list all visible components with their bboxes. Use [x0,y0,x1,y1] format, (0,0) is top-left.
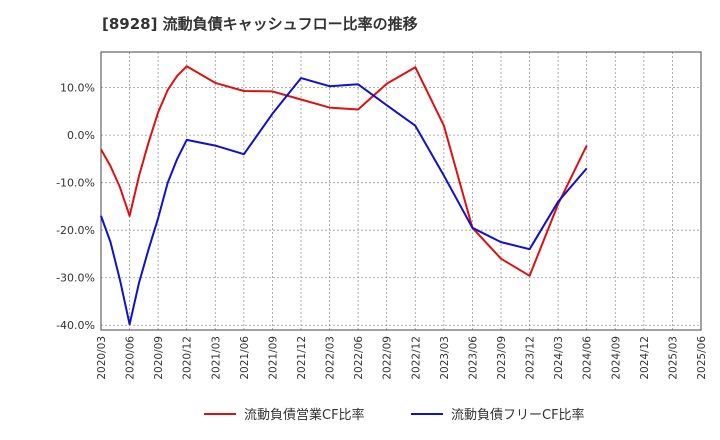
x-tick-label: 2021/03 [210,336,222,380]
x-tick-label: 2022/03 [325,336,337,380]
x-tick-label: 2025/06 [696,336,708,380]
legend-label: 流動負債フリーCF比率 [451,407,585,423]
x-tick-label: 2021/12 [296,336,308,380]
y-tick-label: -40.0% [56,319,95,332]
x-tick-label: 2022/06 [353,336,365,380]
x-tick-label: 2022/12 [410,336,422,380]
y-tick-label: -30.0% [56,272,95,285]
x-tick-label: 2023/03 [439,336,451,380]
x-tick-label: 2020/12 [182,336,194,380]
chart-title: [8928] 流動負債キャッシュフロー比率の推移 [102,15,418,33]
y-tick-label: -10.0% [56,177,95,190]
x-tick-label: 2023/09 [496,336,508,380]
x-tick-label: 2020/09 [153,336,165,380]
x-tick-label: 2023/06 [467,336,479,380]
x-tick-label: 2024/09 [610,336,622,380]
y-tick-label: -20.0% [56,224,95,237]
x-tick-label: 2022/09 [382,336,394,380]
legend-label: 流動負債営業CF比率 [244,407,365,423]
x-tick-label: 2024/12 [639,336,651,380]
series-line-operating-cf [100,65,588,277]
x-tick-label: 2025/03 [667,336,679,380]
x-tick-label: 2020/03 [96,336,108,380]
x-tick-label: 2020/06 [125,336,137,380]
series-line-free-cf [100,77,588,326]
x-tick-label: 2021/06 [239,336,251,380]
y-tick-label: 10.0% [60,82,95,95]
x-tick-label: 2021/09 [267,336,279,380]
y-tick-label: 0.0% [67,129,95,142]
x-tick-label: 2024/03 [553,336,565,380]
x-tick-label: 2023/12 [525,336,537,380]
x-tick-label: 2024/06 [582,336,594,380]
plot-frame [100,51,702,331]
